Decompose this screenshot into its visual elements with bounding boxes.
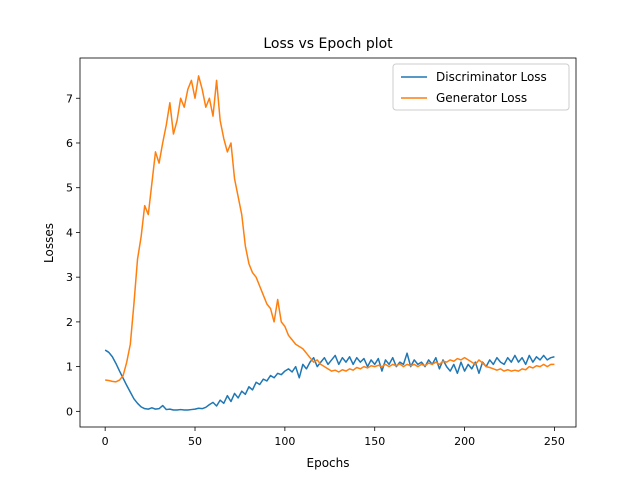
series-line-0 xyxy=(104,349,555,411)
y-tick-label-4: 4 xyxy=(66,226,73,239)
plot-area: 0 50 100 150 200 250 0 1 2 3 4 5 6 7 xyxy=(66,57,577,448)
y-tick-label-3: 3 xyxy=(66,271,73,284)
y-tick-label-1: 1 xyxy=(66,361,73,374)
legend-label-1: Generator Loss xyxy=(436,91,527,105)
y-tick-label-5: 5 xyxy=(66,182,73,195)
x-tick-label-1: 50 xyxy=(188,435,202,448)
legend-box xyxy=(392,63,570,111)
y-tick-label-0: 0 xyxy=(66,405,73,418)
x-tick-label-2: 100 xyxy=(274,435,295,448)
legend: Discriminator Loss Generator Loss xyxy=(392,63,570,111)
series-line-1 xyxy=(105,75,555,383)
x-tick-label-5: 250 xyxy=(544,435,565,448)
y-tick-label-7: 7 xyxy=(66,92,73,105)
y-axis-label: Losses xyxy=(42,223,56,263)
x-tick-label-4: 200 xyxy=(454,435,475,448)
legend-label-0: Discriminator Loss xyxy=(436,70,547,84)
x-tick-label-3: 150 xyxy=(364,435,385,448)
x-axis-label: Epochs xyxy=(307,456,350,470)
y-tick-label-2: 2 xyxy=(66,316,73,329)
chart-title: Loss vs Epoch plot xyxy=(263,36,393,52)
y-tick-label-6: 6 xyxy=(66,137,73,150)
x-tick-label-0: 0 xyxy=(102,435,109,448)
axes-frame xyxy=(79,57,577,428)
